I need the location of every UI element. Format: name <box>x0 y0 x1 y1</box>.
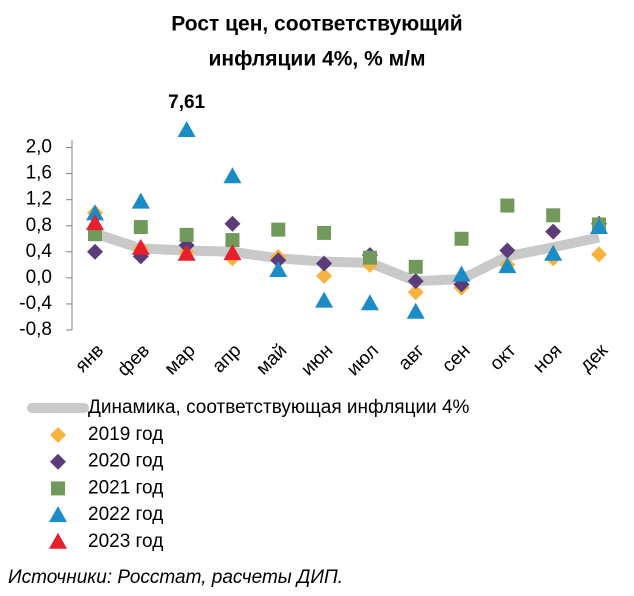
point <box>131 238 150 255</box>
point <box>498 257 517 274</box>
x-tick-label: дек <box>576 340 613 377</box>
point <box>133 220 148 235</box>
point <box>499 242 516 259</box>
point <box>225 233 240 248</box>
point <box>177 244 196 261</box>
point <box>271 222 286 237</box>
point <box>270 252 287 269</box>
point <box>406 302 425 319</box>
legend-marker <box>49 506 67 523</box>
point <box>223 167 242 184</box>
point <box>360 294 379 311</box>
x-tick-label: фев <box>113 340 154 381</box>
chart-title: инфляции 4%, % м/м <box>208 48 425 71</box>
point <box>454 231 469 246</box>
y-tick-label: 0,4 <box>26 241 53 262</box>
point <box>452 265 471 282</box>
point <box>177 121 196 137</box>
legend-marker <box>49 532 67 549</box>
value-label: 7,61 <box>168 92 205 113</box>
y-tick-label: 0,0 <box>26 267 52 288</box>
x-tick-label: апр <box>208 340 245 377</box>
legend-marker <box>50 427 66 443</box>
point <box>86 214 104 231</box>
point <box>591 246 607 263</box>
legend-label: 2019 год <box>88 424 163 445</box>
x-tick-label: окт <box>486 340 521 375</box>
point <box>86 204 104 221</box>
point <box>224 215 241 232</box>
point <box>316 267 333 284</box>
point <box>546 208 561 223</box>
point <box>87 243 103 260</box>
legend-marker <box>51 481 65 496</box>
x-tick-label: май <box>252 340 291 379</box>
point <box>316 255 333 272</box>
point <box>408 259 423 274</box>
point <box>269 261 288 278</box>
legend-label: 2023 год <box>88 531 163 552</box>
legend-label: 2022 год <box>88 504 163 525</box>
legend-marker <box>50 453 66 470</box>
y-tick-label: -0,8 <box>19 319 52 340</box>
point <box>407 273 424 290</box>
chart-title: Рост цен, соответствующий <box>171 13 462 36</box>
legend-label: 2021 год <box>88 477 163 498</box>
x-tick-label: янв <box>71 340 108 377</box>
x-tick-label: мар <box>161 340 200 379</box>
y-tick-label: -0,4 <box>19 293 52 314</box>
point <box>545 223 562 240</box>
y-tick-label: 2,0 <box>26 137 52 158</box>
point <box>362 250 377 265</box>
x-tick-label: ноя <box>529 340 566 377</box>
x-tick-label: июл <box>343 340 383 380</box>
point <box>544 244 563 261</box>
x-tick-label: сен <box>438 340 474 376</box>
point <box>179 227 194 242</box>
legend-label: 2020 год <box>88 451 163 472</box>
y-tick-label: 1,2 <box>26 189 52 210</box>
x-tick-label: авг <box>394 340 428 374</box>
point <box>315 291 334 308</box>
x-tick-label: июн <box>297 340 337 380</box>
point <box>500 198 515 213</box>
point <box>317 225 332 240</box>
point <box>223 244 242 261</box>
point <box>407 284 424 301</box>
trend-line <box>93 228 601 287</box>
y-tick-label: 0,8 <box>26 215 52 236</box>
point <box>590 218 608 235</box>
legend-label: Динамика, соответствующая инфляции 4% <box>88 397 470 418</box>
point <box>88 227 102 242</box>
source-note: Источники: Росстат, расчеты ДИП. <box>8 567 343 588</box>
y-tick-label: 1,6 <box>26 163 52 184</box>
point <box>131 192 150 209</box>
